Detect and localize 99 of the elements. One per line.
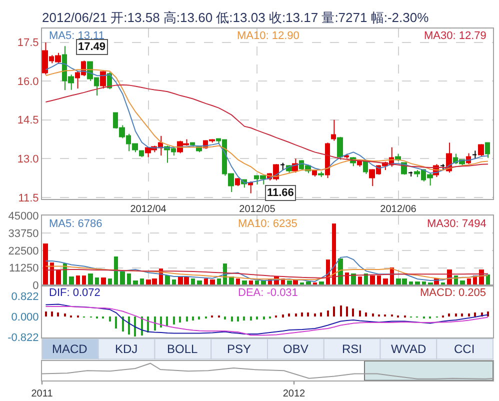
bar <box>88 274 93 286</box>
bar <box>256 316 258 320</box>
bar <box>455 313 457 316</box>
bar <box>179 316 181 322</box>
text: MA30: 7494 <box>427 218 486 230</box>
bar <box>186 316 188 322</box>
bar <box>160 316 162 328</box>
bar <box>487 311 489 316</box>
bar <box>231 316 233 322</box>
line-series <box>45 256 488 282</box>
y-tick-label: 13.0 <box>17 154 39 166</box>
bar <box>263 316 265 320</box>
bar <box>237 316 239 322</box>
x-tick-label: 2012/06 <box>380 204 417 216</box>
bar <box>314 313 316 316</box>
text: KDJ <box>115 342 138 356</box>
bar <box>359 310 361 316</box>
series-label: MACD: 0.205 <box>420 287 486 299</box>
text: DEA: -0.031 <box>238 287 298 299</box>
text: PSY <box>227 342 252 356</box>
y-tick-label: 11250 <box>9 262 39 275</box>
text: OBV <box>283 342 308 356</box>
text: RSI <box>342 342 362 356</box>
bar <box>307 312 309 316</box>
line-series <box>45 269 488 279</box>
y-tick-label: 22500 <box>8 245 39 258</box>
text: MA5: 13.11 <box>49 30 104 42</box>
chart-title: 2012/06/21 开:13.58 高:13.60 低:13.03 收:13.17 量:7271 幅:-2.30% <box>42 10 430 25</box>
x-tick-label: 2012 <box>282 388 306 400</box>
bar <box>198 316 200 320</box>
bar <box>288 313 290 316</box>
y-tick-label: -0.822 <box>8 332 39 344</box>
bar <box>122 316 124 332</box>
bar <box>109 316 111 322</box>
y-tick-label: 17.5 <box>17 37 39 50</box>
text: BOLL <box>167 342 198 356</box>
bar <box>468 313 470 316</box>
bar <box>352 308 354 316</box>
bar <box>448 313 450 316</box>
x-tick-label: 2011 <box>31 388 54 400</box>
bar <box>365 312 367 316</box>
bar <box>333 306 335 316</box>
bar <box>301 312 303 316</box>
bar <box>295 313 297 316</box>
bar <box>114 256 118 286</box>
bar <box>461 313 463 316</box>
y-tick-label: 45000 <box>8 210 39 222</box>
bar <box>192 316 194 320</box>
y-tick-label: 0 <box>32 280 39 292</box>
bar <box>320 312 322 316</box>
bar <box>69 276 74 286</box>
bar <box>332 224 336 286</box>
bar <box>166 316 168 326</box>
bar <box>346 306 348 316</box>
y-tick-label: 0.822 <box>11 290 39 303</box>
text: MA10: 6235 <box>238 218 298 230</box>
bar <box>57 312 59 316</box>
y-tick-label: 11.5 <box>18 192 39 204</box>
annotation: 11.66 <box>267 187 294 199</box>
text: MACD <box>52 342 88 356</box>
text: MA5: 6786 <box>49 218 102 230</box>
bar <box>340 305 342 316</box>
bar <box>173 316 175 324</box>
bar <box>358 276 362 286</box>
bar <box>327 310 329 316</box>
bar <box>154 316 156 330</box>
bar <box>64 313 66 316</box>
bar <box>372 313 374 316</box>
text: MA10: 12.90 <box>237 30 300 42</box>
series-label: DIF: 0.072 <box>49 287 100 299</box>
bar <box>43 244 48 286</box>
line-series <box>45 266 488 280</box>
bar <box>224 316 226 320</box>
text: MA30: 12.79 <box>424 30 486 42</box>
x-tick-label: 2012/04 <box>130 204 167 216</box>
bar <box>250 316 252 320</box>
y-tick-label: 33750 <box>8 228 39 240</box>
text: WVAD <box>391 342 426 356</box>
bar <box>282 314 284 318</box>
bar <box>82 276 86 286</box>
y-tick-label: 16.0 <box>17 76 39 88</box>
bar <box>474 312 476 316</box>
bar <box>127 274 131 286</box>
annotation: 17.49 <box>78 41 106 53</box>
text: CCI <box>454 342 475 356</box>
bar <box>45 311 47 316</box>
bar <box>370 276 375 286</box>
y-tick-label: 14.5 <box>17 114 39 127</box>
bar <box>115 316 117 328</box>
y-tick-label: 0.000 <box>11 311 39 324</box>
bar <box>377 276 381 286</box>
bar <box>76 276 80 286</box>
x-tick-label: 2012/05 <box>239 204 276 216</box>
bar <box>134 316 136 336</box>
bar <box>51 311 53 316</box>
candlestick <box>318 171 324 178</box>
bar <box>128 316 130 334</box>
bar <box>120 272 125 286</box>
bar <box>243 316 245 320</box>
